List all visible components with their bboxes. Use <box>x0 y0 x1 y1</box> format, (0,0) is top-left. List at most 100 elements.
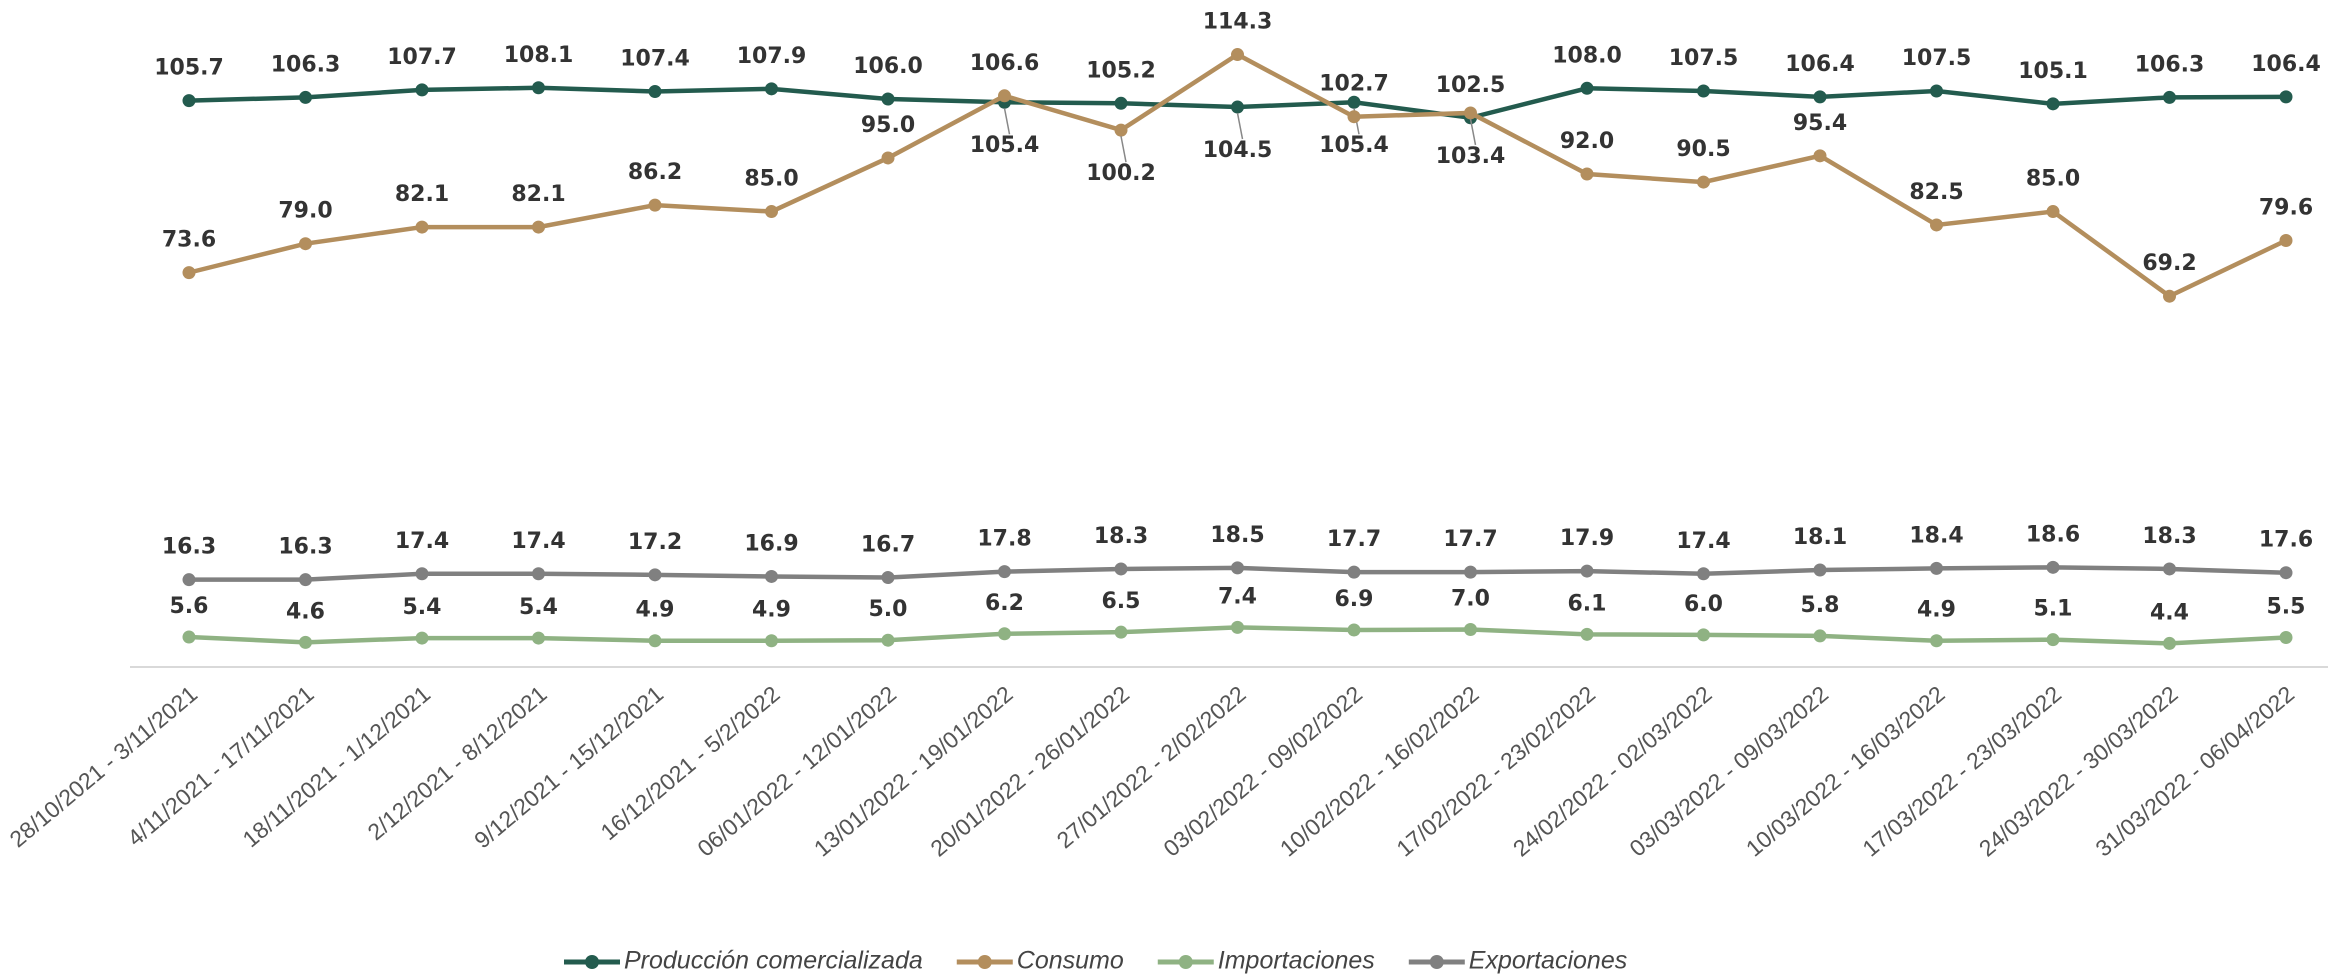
data-label: 16.9 <box>744 531 798 556</box>
data-point <box>881 92 895 106</box>
data-label: 79.0 <box>278 199 332 224</box>
data-label: 105.4 <box>1319 133 1389 158</box>
data-label: 108.0 <box>1552 43 1622 68</box>
data-label: 5.8 <box>1801 593 1840 618</box>
data-point <box>182 266 196 280</box>
data-point <box>1813 149 1827 163</box>
data-label: 107.5 <box>1669 46 1739 71</box>
data-point <box>1930 84 1943 98</box>
data-point <box>2163 636 2176 650</box>
data-point <box>1347 110 1361 124</box>
data-point <box>881 633 895 647</box>
data-point <box>415 83 429 97</box>
data-point <box>2279 90 2293 104</box>
data-label: 102.7 <box>1319 72 1389 97</box>
data-point <box>648 198 662 212</box>
data-point <box>648 568 662 582</box>
data-label: 18.5 <box>1210 523 1264 548</box>
data-label: 107.7 <box>387 45 457 70</box>
data-label: 6.9 <box>1335 587 1374 612</box>
data-label: 107.4 <box>620 47 690 72</box>
data-label: 17.7 <box>1443 527 1497 552</box>
data-label: 16.7 <box>861 533 915 558</box>
data-label: 73.6 <box>162 228 216 253</box>
data-label: 17.8 <box>977 527 1031 552</box>
data-point <box>299 573 312 587</box>
x-tick-label: 20/01/2022 - 26/01/2022 <box>925 681 1134 862</box>
data-label: 106.0 <box>853 54 923 79</box>
data-label: 17.2 <box>628 530 682 555</box>
data-point <box>1347 95 1361 109</box>
data-point <box>1114 96 1128 110</box>
data-point <box>2046 205 2060 219</box>
data-point <box>2046 633 2060 647</box>
data-point <box>415 631 429 645</box>
legend-label: Importaciones <box>1218 947 1375 975</box>
data-label: 106.3 <box>271 52 341 77</box>
data-point <box>1114 562 1128 576</box>
legend-marker <box>585 955 599 969</box>
data-point <box>415 567 429 581</box>
x-tick-label: 4/11/2021 - 17/11/2021 <box>122 681 318 852</box>
data-label: 17.4 <box>511 529 565 554</box>
data-point <box>1813 90 1827 104</box>
data-label: 5.4 <box>403 595 442 620</box>
data-point <box>1813 563 1827 577</box>
data-point <box>2046 97 2060 111</box>
data-point <box>998 565 1011 579</box>
data-label: 7.4 <box>1218 584 1257 609</box>
data-label: 7.0 <box>1451 586 1490 611</box>
data-point <box>765 205 778 219</box>
data-label: 69.2 <box>2142 251 2196 276</box>
data-point <box>2279 233 2293 247</box>
x-tick-label: 10/02/2022 - 16/02/2022 <box>1275 681 1484 862</box>
data-label: 100.2 <box>1086 161 1156 186</box>
data-label: 79.6 <box>2259 195 2313 220</box>
data-label: 17.9 <box>1560 526 1614 551</box>
data-label: 90.5 <box>1676 137 1730 162</box>
data-point <box>1231 620 1244 634</box>
data-point <box>1930 561 1943 575</box>
data-point <box>532 81 545 95</box>
data-point <box>299 635 312 649</box>
data-point <box>532 567 545 581</box>
data-point <box>1930 218 1943 232</box>
data-label: 82.1 <box>511 182 565 207</box>
data-point <box>648 85 662 99</box>
legend-marker <box>1429 955 1444 969</box>
data-point <box>1231 561 1244 575</box>
data-label: 95.4 <box>1793 111 1847 136</box>
data-point <box>1464 106 1477 120</box>
x-tick-label: 17/03/2022 - 23/03/2022 <box>1857 681 2066 862</box>
data-label: 18.1 <box>1793 525 1847 550</box>
data-point <box>1347 565 1361 579</box>
data-point <box>182 94 196 108</box>
data-label: 85.0 <box>2026 167 2080 192</box>
data-point <box>2163 562 2176 576</box>
x-tick-label: 9/12/2021 - 15/12/2021 <box>469 681 668 854</box>
data-point <box>1697 175 1710 189</box>
data-label: 105.7 <box>154 56 224 81</box>
data-point <box>1580 627 1594 641</box>
data-label: 4.9 <box>1917 598 1956 623</box>
data-label: 16.3 <box>278 535 332 560</box>
data-label: 5.5 <box>2267 595 2306 620</box>
data-label: 6.5 <box>1102 589 1141 614</box>
x-tick-label: 31/03/2022 - 06/04/2022 <box>2090 681 2299 862</box>
leader-line <box>1003 108 1011 135</box>
legend-label: Consumo <box>1017 947 1124 975</box>
data-label: 4.4 <box>2150 600 2189 625</box>
data-label: 107.5 <box>1902 46 1972 71</box>
data-point <box>881 151 895 165</box>
data-point <box>765 569 778 583</box>
data-label: 104.5 <box>1203 138 1273 163</box>
data-point <box>648 634 662 648</box>
data-point <box>1114 123 1128 137</box>
data-label: 82.1 <box>395 182 449 207</box>
data-point <box>299 90 312 104</box>
data-label: 16.3 <box>162 535 216 560</box>
x-tick-label: 10/03/2022 - 16/03/2022 <box>1741 681 1950 862</box>
series-line <box>188 51 2287 299</box>
data-label: 105.1 <box>2018 59 2088 84</box>
